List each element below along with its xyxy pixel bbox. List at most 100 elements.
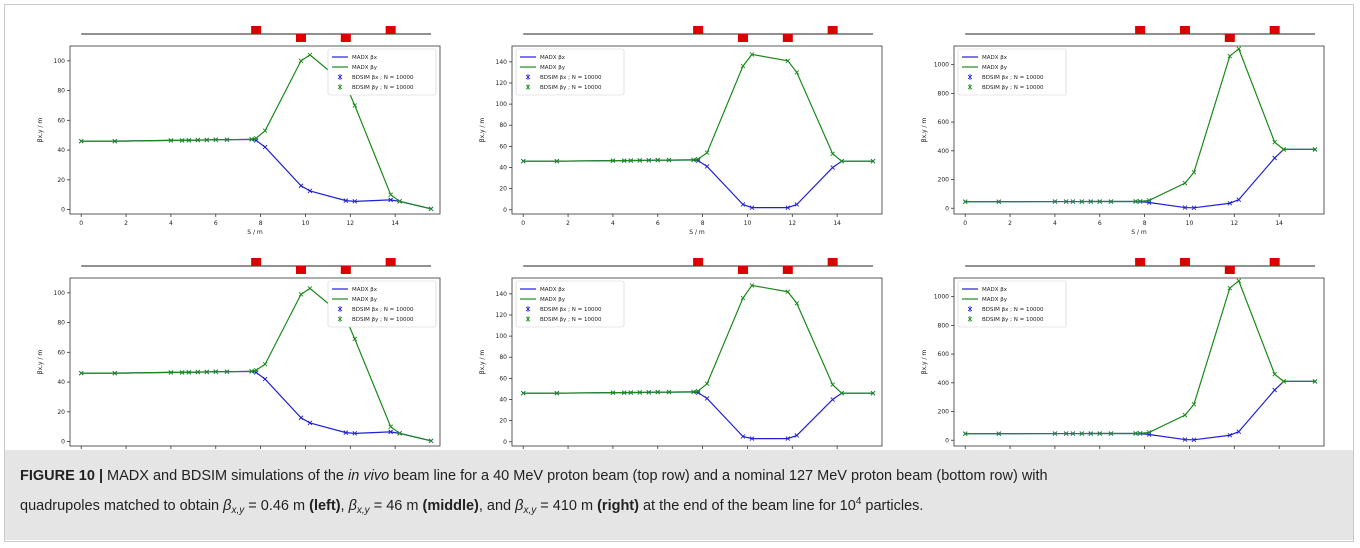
data-point-beta-y: [830, 151, 835, 157]
y-tick-label: 400: [938, 380, 950, 387]
y-tick-label: 120: [496, 80, 508, 87]
quadrupole-magnet: [340, 266, 351, 274]
data-point-beta-y: [749, 52, 755, 57]
quadrupole-magnet: [1179, 26, 1190, 34]
y-tick-label: 0: [503, 439, 507, 446]
legend-marker: [967, 306, 973, 312]
data-point-beta-x: [749, 436, 755, 441]
chart-panel-top-left: 0 2 4 6 8 10 12 14 0 20 40 60 80 100 S / m βx,y / m MADX…: [8, 14, 448, 242]
y-tick-label: 200: [938, 409, 950, 416]
y-tick-label: 100: [54, 58, 66, 65]
caption-text: particles.: [861, 498, 924, 514]
y-axis-label: βx,y / m: [921, 350, 928, 375]
quadrupole-magnet: [693, 258, 704, 266]
quadrupole-magnet: [1269, 258, 1280, 266]
y-tick-label: 80: [57, 320, 65, 327]
data-point-beta-y: [1312, 147, 1318, 152]
y-tick-label: 800: [938, 90, 950, 97]
data-point-beta-y: [704, 381, 710, 386]
x-tick-label: 0: [521, 220, 525, 227]
data-point-beta-y: [1182, 412, 1188, 418]
quadrupole-magnet: [737, 266, 748, 274]
legend-label: BDSIM βx ; N = 10000: [352, 75, 414, 81]
y-tick-label: 600: [938, 119, 950, 126]
legend-marker: [525, 74, 531, 80]
quadrupole-magnet: [782, 34, 793, 42]
caption-text: = 410 m: [536, 498, 598, 514]
data-point-beta-y: [249, 369, 254, 374]
data-point-beta-y: [794, 301, 800, 306]
data-point-beta-y: [1281, 379, 1286, 384]
x-tick-label: 14: [833, 220, 841, 227]
y-tick-label: 140: [496, 59, 508, 66]
legend-label: MADX βy: [982, 297, 1008, 303]
data-point-beta-x: [704, 396, 710, 401]
caption-bold: (right): [597, 498, 639, 514]
legend-marker: [525, 316, 531, 322]
data-point-beta-y: [78, 370, 84, 376]
data-point-beta-x: [1182, 437, 1188, 442]
data-point-beta-x: [1236, 197, 1242, 202]
series-line-beta-x: [81, 370, 432, 442]
legend-box: [957, 280, 1067, 328]
data-point-beta-y: [785, 289, 791, 295]
caption-text: at the end of the beam line for 10: [638, 498, 856, 514]
data-point-beta-x: [1191, 437, 1197, 443]
data-point-beta-y: [1052, 199, 1058, 204]
data-point-beta-x: [749, 205, 755, 210]
data-point-beta-y: [195, 137, 201, 143]
legend-label: BDSIM βy ; N = 10000: [540, 317, 602, 323]
data-point-beta-y: [428, 206, 434, 212]
data-point-beta-y: [1108, 199, 1114, 204]
x-tick-label: 8: [1143, 220, 1147, 227]
legend-label: MADX βx: [540, 55, 566, 61]
beta-symbol: β: [223, 498, 232, 514]
beta-symbol: β: [348, 498, 357, 514]
legend-label: BDSIM βx ; N = 10000: [540, 75, 602, 81]
legend-label: BDSIM βx ; N = 10000: [982, 307, 1044, 313]
data-point-beta-y: [830, 382, 835, 388]
y-axis-label: βx,y / m: [479, 118, 486, 143]
y-tick-label: 40: [57, 147, 65, 154]
data-point-beta-y: [352, 336, 358, 342]
data-point-beta-y: [78, 138, 84, 144]
y-tick-label: 60: [499, 375, 507, 382]
data-point-beta-y: [1133, 431, 1138, 436]
chart-panel-top-right: 0 2 4 6 8 10 12 14 0 200 400 600 800 1000 S / m βx,y / …: [892, 14, 1332, 242]
series-line-beta-x: [523, 159, 874, 209]
data-point-beta-y: [1312, 379, 1318, 384]
legend-label: MADX βx: [540, 287, 566, 293]
data-point-beta-y: [1088, 199, 1094, 204]
data-point-beta-y: [1079, 199, 1085, 204]
legend-label: MADX βx: [352, 55, 378, 61]
data-point-beta-y: [112, 138, 118, 144]
data-point-beta-y: [249, 137, 254, 142]
data-point-beta-y: [1137, 199, 1143, 204]
legend-label: MADX βy: [352, 297, 378, 303]
legend-label: MADX βy: [540, 65, 566, 71]
data-point-beta-y: [253, 367, 259, 373]
data-point-beta-y: [388, 424, 393, 429]
legend-marker: [525, 84, 531, 90]
quadrupole-magnet: [251, 258, 262, 266]
data-point-beta-y: [204, 369, 210, 375]
data-point-beta-x: [307, 420, 313, 426]
data-point-beta-y: [1281, 147, 1286, 152]
y-tick-label: 400: [938, 148, 950, 155]
data-point-beta-y: [740, 63, 746, 69]
plot-frame: [69, 45, 441, 215]
series-line-beta-x: [81, 138, 432, 210]
caption-bold: (middle): [422, 498, 479, 514]
y-tick-label: 80: [57, 88, 65, 95]
data-point-beta-x: [830, 165, 835, 170]
data-point-beta-y: [646, 158, 652, 163]
y-axis-label: βx,y / m: [37, 350, 44, 375]
data-point-beta-y: [253, 135, 259, 141]
x-tick-label: 6: [1098, 220, 1102, 227]
data-point-beta-y: [168, 138, 174, 143]
data-point-beta-y: [554, 390, 560, 396]
y-tick-label: 80: [499, 354, 507, 361]
data-point-beta-x: [1236, 429, 1242, 434]
